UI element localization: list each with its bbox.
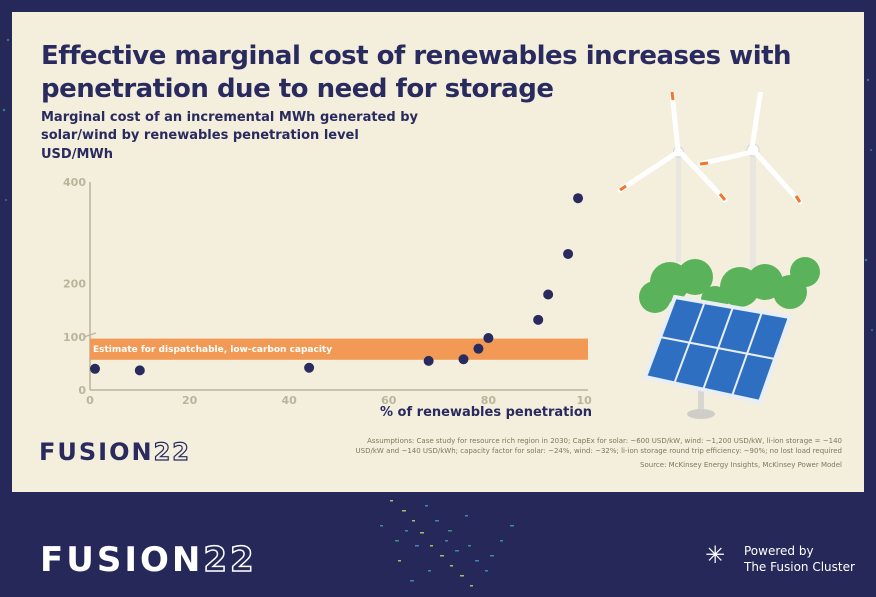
x-tick-label: 80: [481, 394, 497, 407]
data-point: [573, 193, 584, 204]
renewables-illustration: [617, 92, 820, 419]
powered-line-1: Powered by: [744, 544, 814, 558]
x-tick-label: 20: [182, 394, 198, 407]
solar-panel-icon: [642, 294, 793, 419]
fusion-logo: FUSION22: [39, 437, 191, 466]
slide-title: Effective marginal cost of renewables in…: [41, 41, 792, 104]
sparkle-icon: ✳: [705, 541, 726, 569]
y-tick-label: 400: [63, 176, 86, 189]
data-point: [473, 343, 484, 354]
chart-subtitle: Marginal cost of an incremental MWh gene…: [41, 110, 418, 143]
scatter-chart: Estimate for dispatchable, low-carbon ca…: [63, 176, 592, 407]
y-tick-label: 200: [63, 277, 86, 290]
x-axis-label: % of renewables penetration: [380, 405, 593, 420]
data-point: [563, 248, 574, 259]
y-tick-label: 100: [63, 331, 86, 344]
source-note: Source: McKinsey Energy Insights, McKins…: [640, 461, 842, 469]
trees-icon: [639, 257, 820, 314]
data-point: [89, 363, 100, 374]
y-tick-label: 0: [78, 384, 86, 397]
x-tick-label: 60: [381, 394, 397, 407]
data-point: [458, 354, 469, 365]
axis-break-mark: [83, 332, 97, 338]
x-tick-label: 100: [577, 394, 592, 407]
dispatchable-band: Estimate for dispatchable, low-carbon ca…: [90, 338, 588, 360]
x-tick-label: 0: [86, 394, 94, 407]
band-label: Estimate for dispatchable, low-carbon ca…: [93, 345, 332, 355]
x-tick-label: 40: [282, 394, 298, 407]
data-point: [543, 289, 554, 300]
tick-labels: 0 20 40 60 80 100 0 100 200 400: [63, 176, 592, 407]
y-axis-unit: USD/MWh: [41, 147, 113, 162]
assumptions-note: Assumptions: Case study for resource ric…: [355, 437, 842, 455]
powered-line-2: The Fusion Cluster: [744, 560, 855, 574]
slide-card: Effective marginal cost of renewables in…: [12, 12, 864, 492]
data-point: [423, 355, 434, 366]
data-points: [89, 193, 584, 376]
footer-fusion-logo: FUSION22: [40, 539, 257, 581]
data-point: [533, 314, 544, 325]
data-point: [483, 333, 494, 344]
wind-turbine-icon: [617, 92, 803, 270]
data-point: [304, 362, 315, 373]
data-point: [134, 365, 145, 376]
